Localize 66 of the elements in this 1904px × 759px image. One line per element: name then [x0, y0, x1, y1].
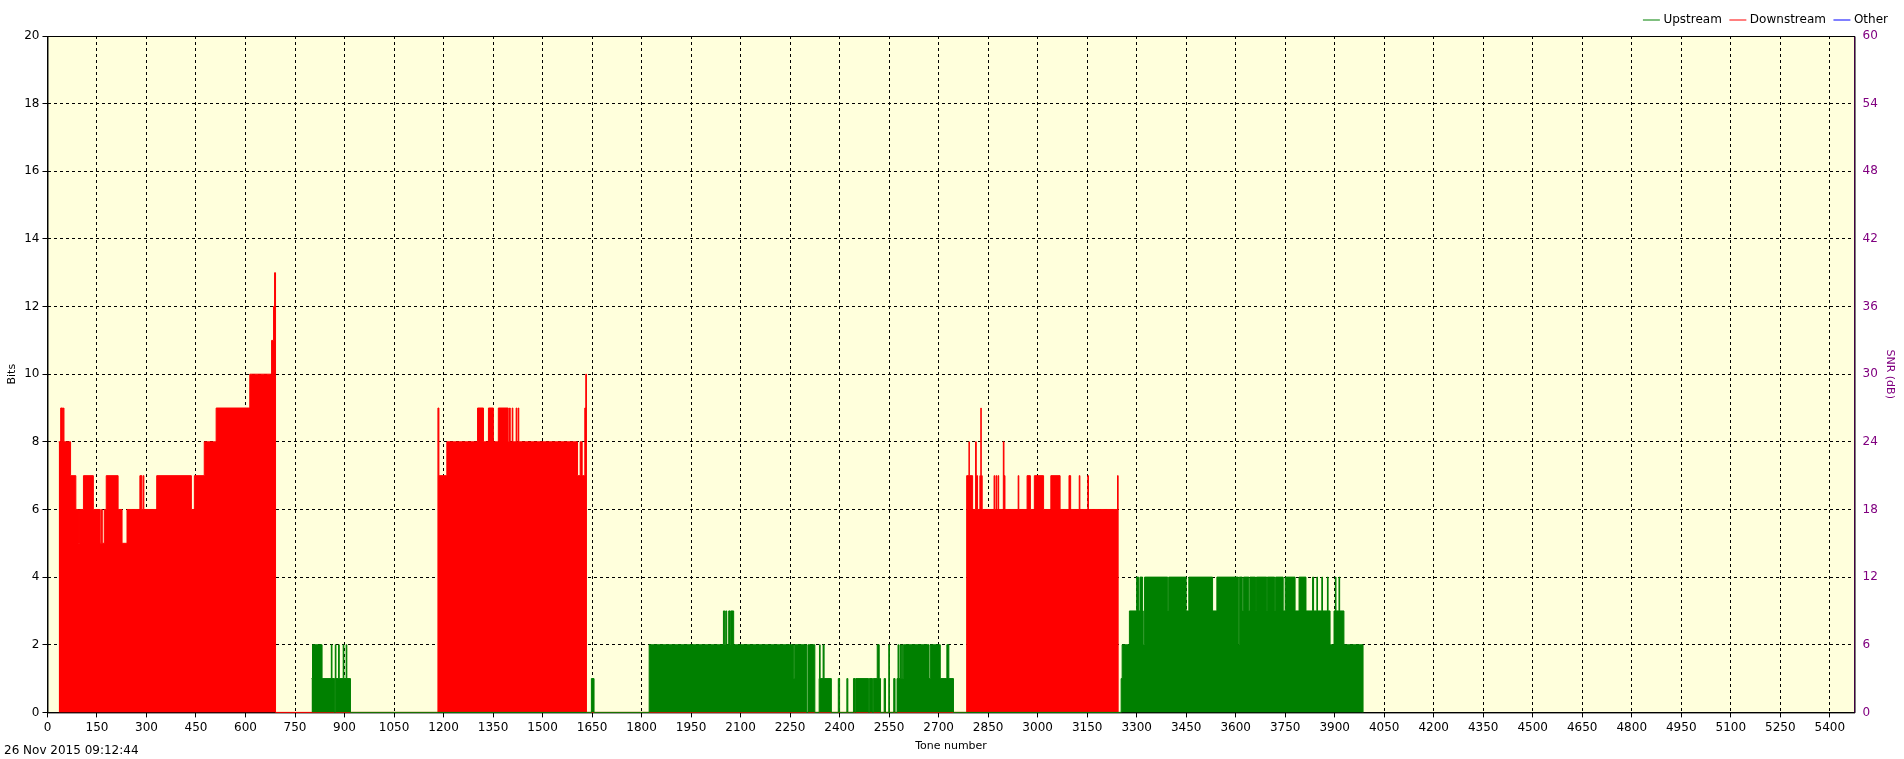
x-tick-label: 3900: [1319, 719, 1350, 734]
x-tick-label: 3000: [1022, 719, 1053, 734]
x-tick-label: 1950: [675, 719, 707, 734]
x-tick-label: 300: [135, 719, 158, 734]
x-tick-label: 4500: [1517, 719, 1548, 734]
legend-label: Other: [1853, 12, 1889, 27]
x-tick-label: 4350: [1467, 719, 1499, 734]
x-tick-label: 5100: [1715, 719, 1747, 734]
x-tick-label: 1650: [576, 719, 608, 734]
x-tick-label: 4950: [1665, 719, 1697, 734]
y-tick-label: 8: [31, 433, 40, 448]
y2-tick-label: 42: [1862, 231, 1878, 246]
y2-tick-label: 30: [1862, 366, 1878, 381]
x-tick-label: 3450: [1170, 719, 1202, 734]
y2-tick-label: 0: [1862, 704, 1871, 719]
x-tick-label: 3300: [1121, 719, 1152, 734]
x-tick-label: 900: [333, 719, 356, 734]
x-tick-label: 1500: [527, 719, 558, 734]
y-tick-label: 10: [24, 366, 40, 381]
x-tick-label: 4200: [1418, 719, 1449, 734]
x-tick-label: 1050: [378, 719, 410, 734]
x-tick-label: 2850: [972, 719, 1004, 734]
x-axis-title: Tone number: [914, 739, 988, 753]
y2-tick-label: 24: [1862, 433, 1878, 448]
y-tick-label: 20: [24, 28, 40, 43]
x-tick-label: 2550: [873, 719, 905, 734]
y-tick-label: 2: [31, 636, 40, 651]
legend-label: Upstream: [1663, 12, 1722, 27]
x-tick-label: 450: [184, 719, 208, 734]
x-tick-label: 4800: [1616, 719, 1648, 734]
x-tick-label: 2100: [725, 719, 756, 734]
x-tick-label: 3150: [1071, 719, 1103, 734]
y2-axis-title: SNR (dB): [1883, 349, 1897, 399]
x-tick-label: 3600: [1220, 719, 1251, 734]
y2-tick-label: 48: [1862, 163, 1878, 178]
x-tick-label: 2400: [824, 719, 855, 734]
text: 26 Nov 2015 09:12:44: [4, 743, 139, 757]
y2-tick-label: 54: [1862, 95, 1878, 110]
x-tick-label: 2700: [923, 719, 954, 734]
y2-tick-label: 6: [1862, 636, 1871, 651]
x-tick-label: 1350: [477, 719, 509, 734]
x-tick-label: 750: [283, 719, 307, 734]
y2-tick-label: 36: [1862, 298, 1878, 313]
x-tick-label: 5250: [1764, 719, 1796, 734]
y-axis-title: Bits: [5, 363, 19, 385]
x-tick-label: 600: [234, 719, 257, 734]
legend-label: Downstream: [1749, 12, 1826, 27]
y-tick-label: 12: [24, 298, 40, 313]
y-tick-label: 16: [24, 163, 40, 178]
x-tick-label: 4050: [1368, 719, 1400, 734]
y2-tick-label: 60: [1862, 28, 1878, 43]
y2-tick-label: 18: [1862, 501, 1878, 516]
x-tick-label: 0: [43, 719, 52, 734]
x-tick-label: 2250: [774, 719, 806, 734]
x-tick-label: 3750: [1269, 719, 1301, 734]
y-tick-label: 0: [31, 704, 40, 719]
y-tick-label: 6: [31, 501, 40, 516]
x-tick-label: 4650: [1566, 719, 1598, 734]
y-tick-label: 14: [24, 231, 40, 246]
x-tick-label: 150: [85, 719, 109, 734]
x-tick-label: 5400: [1814, 719, 1846, 734]
y-tick-label: 4: [31, 569, 40, 584]
y2-tick-label: 12: [1862, 569, 1878, 584]
y-tick-label: 18: [24, 95, 40, 110]
x-tick-label: 1200: [428, 719, 459, 734]
x-tick-label: 1800: [626, 719, 657, 734]
